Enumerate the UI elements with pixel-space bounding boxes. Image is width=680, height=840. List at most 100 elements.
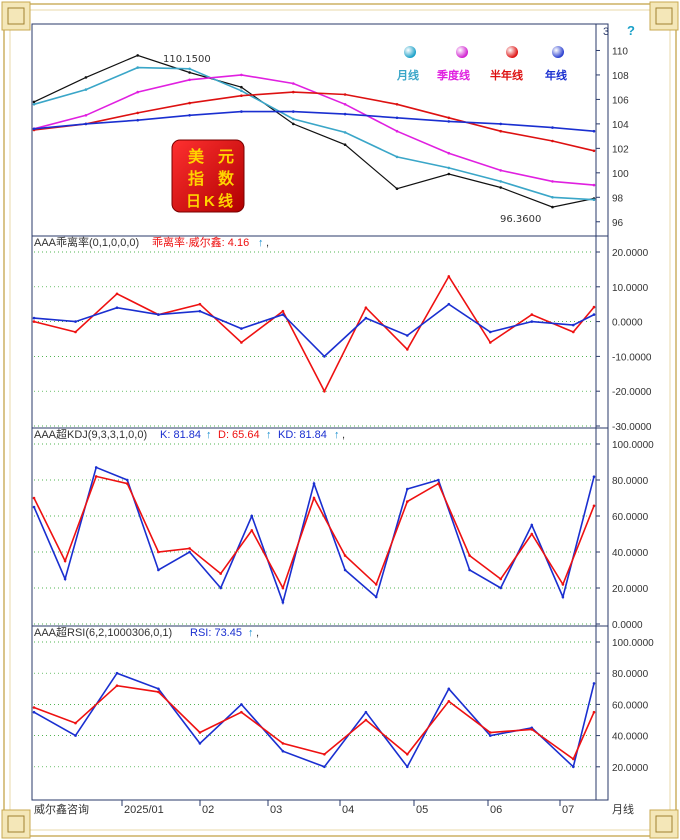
x-tick-label: 03	[270, 804, 282, 816]
y-tick-label: 20.0000	[612, 248, 649, 259]
data-point	[281, 749, 285, 753]
data-point	[343, 93, 347, 96]
data-point	[240, 94, 243, 97]
data-point	[447, 166, 451, 170]
data-point	[374, 595, 378, 599]
data-point	[157, 568, 160, 572]
y-tick-label: 40.0000	[612, 548, 649, 559]
data-point	[592, 183, 596, 187]
data-point	[240, 110, 243, 113]
data-point	[115, 671, 119, 675]
data-point	[292, 122, 295, 126]
bias-panel-header: AAA乖离率(0,1,0,0,0) 乖离率·威尔鑫: 4.16 ↑ ,	[34, 235, 269, 249]
y-axis-ticks: 110 108 106 104 102 100 98 96 20.0000 10.0000 0.00…	[596, 46, 654, 774]
data-point	[136, 54, 139, 57]
data-point	[157, 313, 160, 316]
data-point	[198, 731, 202, 734]
data-point	[115, 684, 119, 687]
kdj-k-label: K: 81.84	[160, 429, 201, 441]
y-tick-label: 98	[612, 193, 624, 204]
data-point	[592, 504, 596, 508]
data-point	[447, 120, 451, 123]
y-tick-label: 104	[612, 120, 629, 131]
data-point	[32, 100, 36, 104]
data-point	[250, 529, 254, 532]
y-tick-label: 110	[612, 46, 628, 57]
data-point	[188, 114, 191, 117]
data-point	[281, 313, 285, 316]
data-point	[188, 78, 191, 82]
data-point	[572, 757, 575, 761]
help-icon[interactable]: ?	[627, 23, 635, 38]
data-point	[32, 706, 36, 709]
corner-ornament-tl	[1, 1, 31, 31]
y-tick-label: 102	[612, 144, 629, 155]
data-point	[343, 568, 347, 572]
data-point	[551, 139, 554, 143]
data-point	[489, 341, 492, 344]
data-point	[323, 753, 326, 756]
data-point	[395, 129, 399, 133]
data-point	[198, 742, 202, 745]
data-point	[406, 348, 409, 351]
data-point	[136, 111, 139, 115]
rsi-arrow: ↑	[248, 627, 254, 639]
kdj-d-arrow: ↑	[266, 429, 272, 441]
x-tick-label: 2025/01	[124, 804, 164, 816]
data-point	[84, 76, 88, 79]
legend-label-halfyear: 半年线	[490, 68, 523, 82]
data-point	[551, 126, 554, 129]
data-point	[84, 114, 88, 117]
data-point	[592, 710, 596, 714]
badge-box	[171, 139, 245, 213]
data-point	[530, 313, 534, 316]
y-tick-label: 20.0000	[612, 584, 649, 595]
badge-char: 指	[188, 169, 204, 188]
data-point	[551, 196, 554, 199]
data-point	[240, 85, 243, 89]
data-point	[551, 180, 554, 183]
data-point	[572, 765, 575, 769]
data-point	[198, 309, 202, 313]
data-point	[561, 583, 565, 586]
kdj-kd-label: KD: 81.84	[278, 429, 327, 441]
data-point	[592, 682, 596, 685]
data-point	[343, 112, 347, 116]
y-tick-label: 20.0000	[612, 763, 649, 774]
data-point	[32, 320, 36, 323]
data-point	[447, 700, 451, 703]
data-point	[499, 586, 503, 590]
kdj-kd-arrow: ↑	[334, 429, 340, 441]
title-badge: 美 元 指 数 日 K 线	[171, 139, 245, 213]
legend-dot-quarterly	[456, 46, 468, 58]
data-point	[84, 122, 88, 126]
data-point	[364, 710, 368, 714]
data-point	[447, 275, 451, 278]
data-point	[468, 568, 471, 572]
footer-period: 月线	[612, 802, 634, 816]
data-point	[406, 753, 409, 756]
data-point	[364, 316, 368, 320]
data-point	[74, 734, 77, 737]
grid-lines	[34, 251, 594, 768]
y-tick-label: 108	[612, 71, 629, 82]
data-point	[240, 341, 243, 344]
y-tick-label: 100	[612, 169, 629, 180]
data-point	[447, 687, 451, 691]
data-point	[281, 601, 285, 604]
data-point	[84, 88, 88, 91]
series-line-季度线	[33, 74, 595, 186]
y-tick-label: 0.0000	[612, 318, 643, 329]
data-point	[32, 710, 36, 714]
data-point	[188, 101, 191, 105]
low-price-label: 96.3600	[500, 214, 541, 225]
outer-frame	[3, 3, 677, 837]
data-point	[499, 122, 503, 126]
data-point	[198, 302, 202, 306]
corner-ornament-tr	[649, 1, 679, 31]
y-tick-label: -10.0000	[612, 352, 652, 363]
series-line-年线	[33, 110, 595, 132]
data-point	[281, 309, 285, 313]
series-line-威尔鑫	[33, 303, 595, 358]
data-point	[219, 572, 222, 575]
